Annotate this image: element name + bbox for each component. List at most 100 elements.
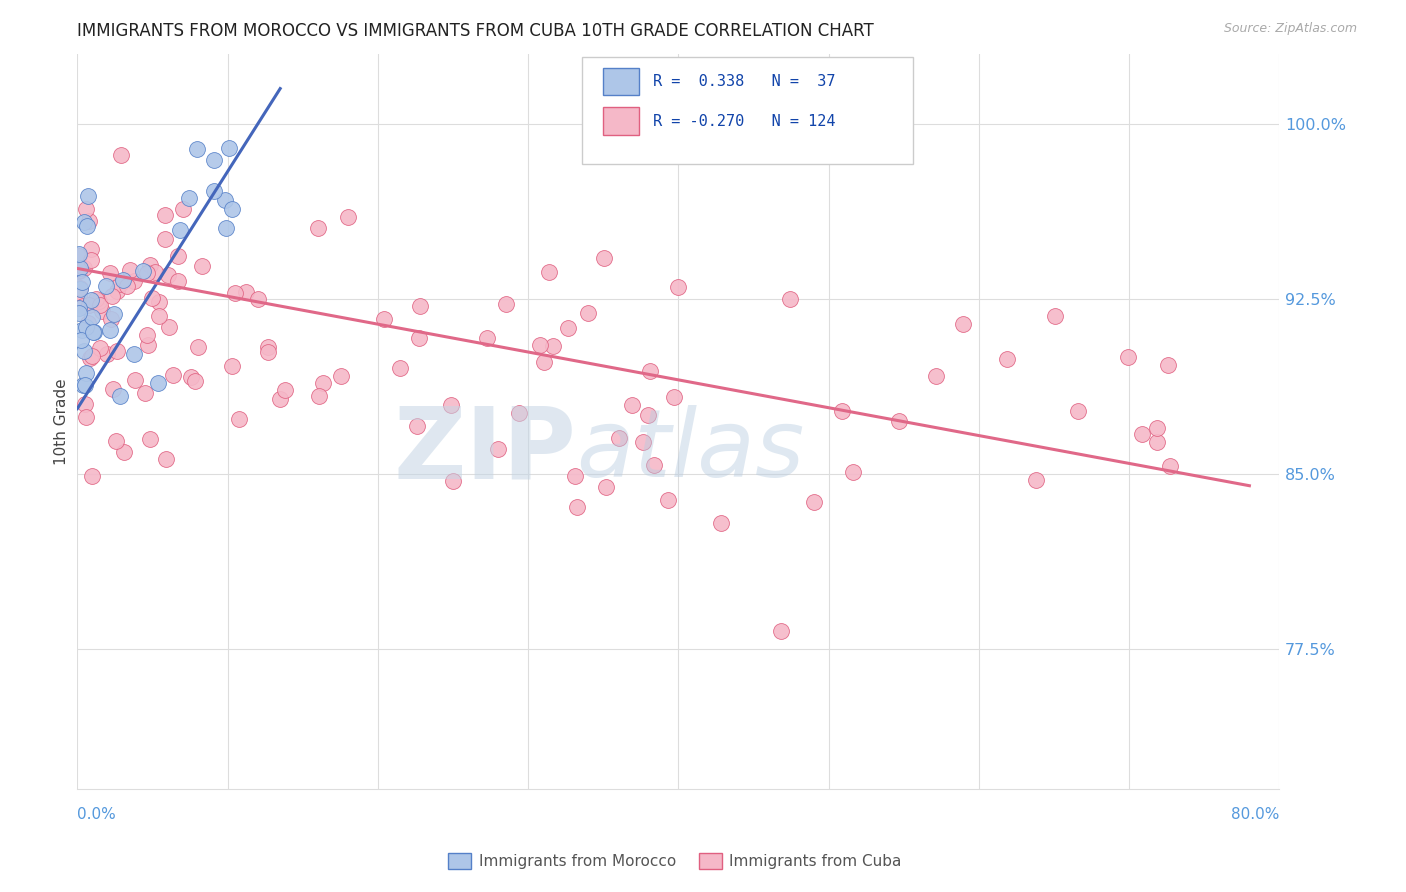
Legend: Immigrants from Morocco, Immigrants from Cuba: Immigrants from Morocco, Immigrants from… (441, 847, 908, 875)
Point (312, 376, 335, 390)
Point (221, 202, 243, 217)
Point (110, 148, 132, 162)
Point (1157, 358, 1180, 372)
Point (79, 242, 101, 256)
Point (269, 392, 291, 406)
Point (70, 334, 93, 348)
Point (1159, 458, 1181, 473)
Point (104, 434, 127, 449)
Point (82, 325, 104, 339)
Point (80, 310, 103, 324)
Point (79, 351, 101, 365)
Point (995, 351, 1018, 366)
Point (1146, 435, 1168, 450)
Point (148, 309, 170, 323)
Point (409, 299, 432, 313)
Point (67, 301, 90, 315)
Point (101, 382, 124, 396)
Point (256, 345, 278, 359)
Point (408, 330, 430, 344)
Point (122, 347, 145, 361)
Point (228, 411, 250, 425)
Point (202, 153, 225, 167)
Text: 80.0%: 80.0% (1232, 807, 1279, 822)
Point (620, 398, 643, 412)
Point (537, 265, 560, 279)
Point (73, 377, 96, 392)
Point (153, 207, 176, 221)
Point (214, 193, 236, 207)
Point (72, 275, 94, 289)
Point (1067, 404, 1090, 418)
Point (103, 307, 125, 321)
Y-axis label: 10th Grade: 10th Grade (53, 378, 69, 465)
Point (108, 389, 131, 403)
Point (235, 285, 257, 300)
Point (218, 141, 240, 155)
Point (925, 369, 948, 384)
Point (146, 376, 169, 391)
Point (87, 294, 110, 309)
Point (82, 469, 104, 483)
Point (136, 338, 159, 352)
Point (1116, 350, 1139, 364)
Point (557, 321, 579, 335)
Point (69, 260, 91, 275)
Point (576, 305, 599, 319)
Point (308, 389, 330, 403)
Point (135, 267, 157, 281)
Point (169, 223, 191, 237)
Point (657, 493, 679, 508)
Point (112, 445, 135, 459)
Point (73, 214, 96, 228)
Point (136, 327, 159, 342)
Point (187, 340, 209, 354)
Point (221, 359, 243, 373)
Point (710, 516, 733, 530)
Point (564, 469, 586, 483)
Point (75, 397, 97, 411)
Point (70, 323, 93, 337)
Point (529, 338, 551, 352)
Point (157, 268, 180, 282)
Point (533, 355, 555, 369)
Point (89, 298, 111, 312)
Point (143, 265, 166, 279)
Point (124, 373, 146, 387)
Point (67, 264, 90, 278)
Point (157, 319, 180, 334)
Point (666, 280, 689, 294)
Point (179, 190, 201, 204)
Point (638, 364, 661, 378)
Point (80, 252, 103, 267)
Point (69, 282, 91, 296)
Point (100, 311, 122, 326)
Point (98, 266, 121, 280)
Point (643, 458, 665, 472)
Point (73, 343, 96, 358)
Point (541, 339, 564, 353)
Point (180, 370, 202, 384)
Point (769, 624, 792, 639)
Point (111, 273, 134, 287)
Point (75, 366, 97, 380)
Point (215, 220, 238, 235)
Point (139, 259, 162, 273)
FancyBboxPatch shape (582, 57, 912, 164)
Point (134, 385, 156, 400)
Point (841, 465, 863, 479)
Point (141, 292, 163, 306)
Point (495, 297, 517, 311)
Point (80, 293, 103, 307)
Point (83, 325, 105, 339)
Point (67, 305, 90, 319)
Point (167, 249, 190, 263)
Point (184, 374, 207, 388)
Point (108, 277, 131, 291)
Text: Source: ZipAtlas.com: Source: ZipAtlas.com (1223, 22, 1357, 36)
Point (120, 263, 142, 277)
Point (67, 288, 90, 302)
Point (1025, 473, 1047, 487)
Point (69, 263, 91, 277)
Point (132, 264, 155, 278)
